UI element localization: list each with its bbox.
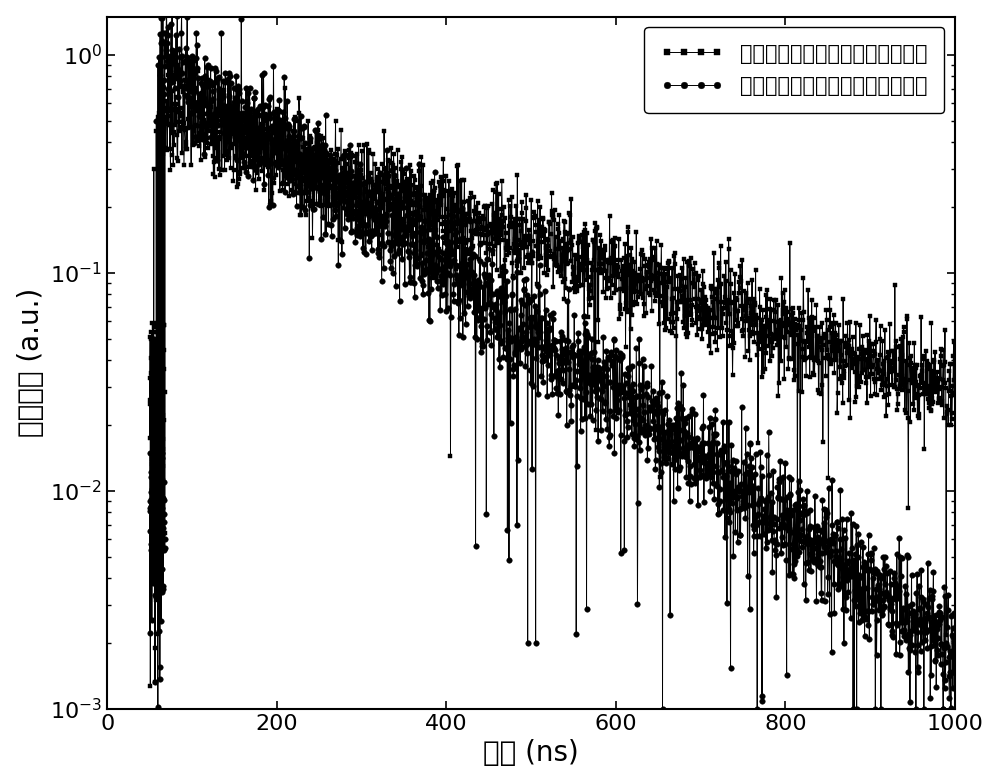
单一电负性金属氧化物电子传输层 <box>144 373 156 383</box>
单一电负性金属氧化物电子传输层 <box>395 165 407 174</box>
复合电负性金属氧化物电子传输层 <box>221 101 233 111</box>
单一电负性金属氧化物电子传输层 <box>189 83 201 93</box>
复合电负性金属氧化物电子传输层 <box>188 56 200 65</box>
Legend: 单一电负性金属氧化物电子传输层, 复合电负性金属氧化物电子传输层: 单一电负性金属氧化物电子传输层, 复合电负性金属氧化物电子传输层 <box>644 27 944 113</box>
复合电负性金属氧化物电子传输层 <box>394 238 406 247</box>
单一电负性金属氧化物电子传输层 <box>499 213 511 223</box>
单一电负性金属氧化物电子传输层 <box>144 681 156 691</box>
单一电负性金属氧化物电子传输层 <box>949 390 961 399</box>
复合电负性金属氧化物电子传输层 <box>444 243 456 252</box>
Line: 复合电负性金属氧化物电子传输层: 复合电负性金属氧化物电子传输层 <box>147 0 958 712</box>
复合电负性金属氧化物电子传输层 <box>657 704 669 713</box>
单一电负性金属氧化物电子传输层 <box>269 148 281 158</box>
单一电负性金属氧化物电子传输层 <box>221 150 233 159</box>
复合电负性金属氧化物电子传输层 <box>160 0 172 4</box>
复合电负性金属氧化物电子传输层 <box>144 506 156 515</box>
复合电负性金属氧化物电子传输层 <box>949 669 961 678</box>
单一电负性金属氧化物电子传输层 <box>444 452 456 461</box>
复合电负性金属氧化物电子传输层 <box>269 146 281 155</box>
Y-axis label: 荧光强度 (a.u.): 荧光强度 (a.u.) <box>17 289 45 437</box>
单一电负性金属氧化物电子传输层 <box>172 60 184 70</box>
Line: 单一电负性金属氧化物电子传输层: 单一电负性金属氧化物电子传输层 <box>147 63 957 688</box>
X-axis label: 时间 (ns): 时间 (ns) <box>483 739 579 768</box>
复合电负性金属氧化物电子传输层 <box>499 307 511 316</box>
